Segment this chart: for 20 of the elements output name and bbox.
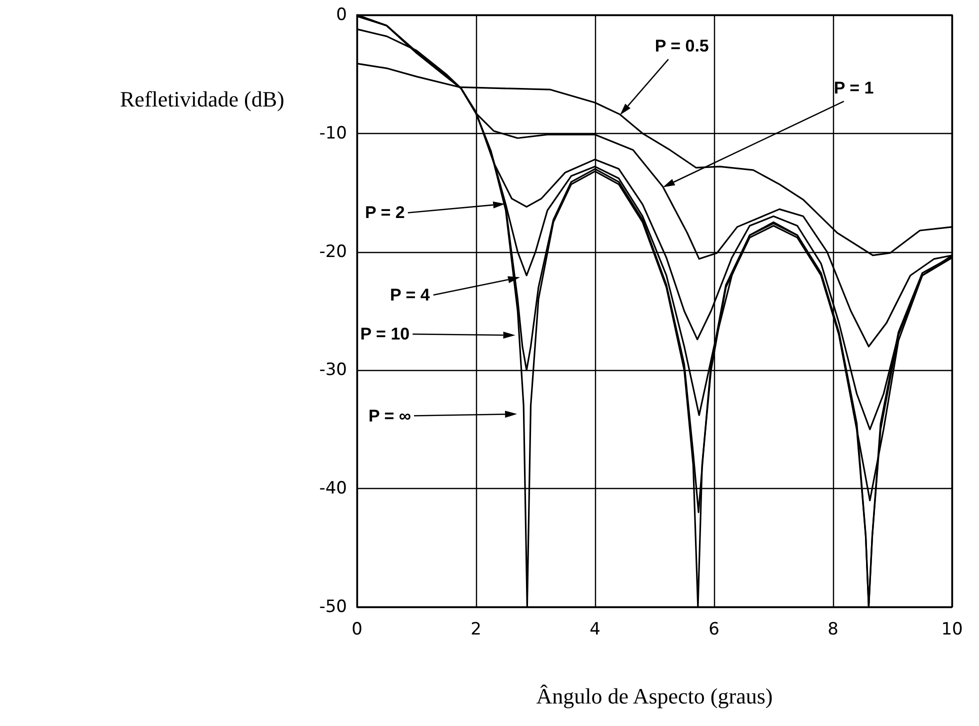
x-tick-label: 2: [470, 620, 482, 640]
annotation: P = 4: [390, 286, 430, 305]
x-tick-label: 0: [352, 620, 362, 640]
y-tick-label: 0: [336, 5, 347, 25]
y-tick-label: -10: [319, 123, 347, 144]
annotation: P = 0.5: [654, 36, 709, 56]
annotation: P = 10: [360, 324, 410, 344]
x-tick-label: 8: [828, 620, 838, 640]
y-tick-label: -50: [319, 597, 347, 617]
x-tick-label: 4: [590, 620, 600, 640]
annotation: P = 1: [834, 78, 874, 98]
x-axis-title: Ângulo de Aspecto (graus): [536, 684, 773, 708]
annotation: P = 2: [365, 203, 405, 222]
y-tick-label: -30: [319, 360, 347, 380]
y-axis-title: Refletividade (dB): [120, 86, 284, 112]
x-tick-label: 10: [941, 620, 963, 640]
x-tick-label: 6: [708, 620, 720, 640]
y-tick-label: -20: [319, 242, 347, 262]
annotation: P = ∞: [368, 406, 411, 426]
y-tick-label: -40: [319, 478, 347, 499]
